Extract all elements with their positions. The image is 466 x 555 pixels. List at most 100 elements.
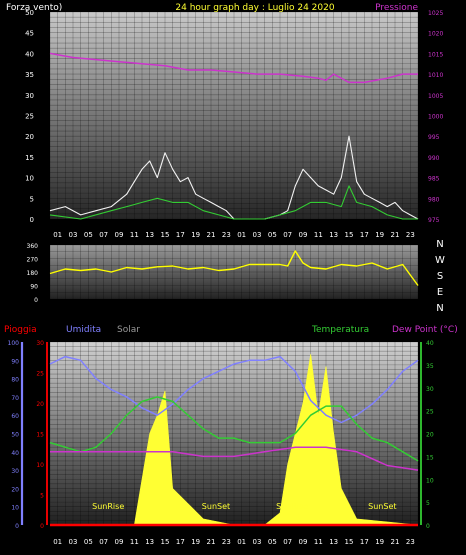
wind-axis-tick: 50 [25,9,34,17]
x-tick-label: 13 [329,231,338,239]
x-tick-label: 13 [145,231,154,239]
pressure-axis-tick: 1015 [428,51,443,58]
x-tick-label: 17 [176,231,185,239]
x-tick-label: 13 [145,538,154,546]
x-tick-label: 03 [69,231,78,239]
series-gust [49,185,418,220]
temperature-axis-tick: 25 [426,409,434,416]
x-tick-label: 15 [345,538,354,546]
direction-axis-tick: 180 [27,270,39,277]
pressure-axis-tick: 1005 [428,93,443,100]
rain-axis-tick: 25 [36,371,44,378]
x-tick-label: 21 [207,538,216,546]
x-tick-label: 03 [253,231,262,239]
x-tick-label: 19 [375,231,384,239]
x-tick-label: 17 [360,231,369,239]
temperature-axis-tick: 35 [426,363,434,370]
x-tick-label: 07 [99,538,108,546]
x-tick-label: 03 [69,538,78,546]
x-tick-label: 17 [176,538,185,546]
humidity-axis-tick: 50 [11,432,19,439]
humidity-axis-tick: 30 [11,468,19,475]
wind-axis-title: Forza vento) [6,3,62,13]
x-tick-label: 19 [191,538,200,546]
compass-label: W [435,255,445,266]
x-tick-label: 05 [268,231,277,239]
pressure-axis-tick: 980 [428,196,440,203]
series-temperatura [49,396,419,462]
x-tick-label: 21 [391,231,400,239]
x-tick-label: 09 [299,231,308,239]
compass-label: N [436,239,443,250]
legend-entry: Pioggia [4,325,37,335]
wind-axis-tick: 25 [25,113,34,121]
sun-annotation: SunSet [202,502,230,511]
wind-axis-tick: 35 [25,71,34,79]
wind-axis-tick: 5 [30,195,34,203]
compass-label: S [437,271,443,282]
wind-axis-tick: 45 [25,30,34,38]
x-tick-label: 11 [314,231,323,239]
rain-axis-tick: 15 [36,432,44,439]
x-tick-label: 17 [360,538,369,546]
x-tick-label: 19 [375,538,384,546]
series-pressione [49,52,418,84]
sun-annotation: SunRise [92,502,124,511]
x-tick-label: 07 [283,538,292,546]
series-solar [50,354,419,526]
rain-axis-tick: 20 [36,401,44,408]
x-tick-label: 01 [237,538,246,546]
humidity-axis-tick: 80 [11,377,19,384]
x-tick-label: 21 [391,538,400,546]
wind-axis-tick: 10 [25,175,34,183]
x-tick-label: 05 [84,538,93,546]
x-tick-label: 19 [191,231,200,239]
temperature-axis-tick: 40 [426,340,434,347]
x-tick-label: 11 [130,538,139,546]
humidity-axis-tick: 10 [11,505,19,512]
pressure-axis-tick: 1020 [428,31,443,38]
rain-axis-tick: 30 [36,340,44,347]
x-tick-label: 23 [222,538,231,546]
x-tick-label: 11 [130,231,139,239]
x-tick-label: 21 [207,231,216,239]
wind-axis-tick: 30 [25,92,34,100]
wind-axis-tick: 20 [25,133,34,141]
x-tick-label: 09 [115,231,124,239]
series-direction [49,250,419,286]
temperature-axis-tick: 10 [426,477,434,484]
humidity-axis-tick: 0 [15,523,19,530]
x-tick-label: 11 [314,538,323,546]
temperature-axis-tick: 0 [426,523,430,530]
rain-axis-tick: 0 [40,523,44,530]
direction-axis-tick: 0 [34,297,38,304]
humidity-axis-tick: 20 [11,486,19,493]
legend-entry: Temperatura [311,325,369,335]
pressure-axis-tick: 990 [428,155,440,162]
pressure-axis-tick: 995 [428,134,440,141]
legend-entry: Dew Point (°C) [392,325,458,335]
pressure-axis-tick: 1025 [428,10,443,17]
humidity-axis-tick: 40 [11,450,19,457]
wind-panel-background [50,12,418,219]
humidity-axis-tick: 60 [11,413,19,420]
x-tick-label: 07 [99,231,108,239]
x-tick-label: 09 [115,538,124,546]
x-tick-label: 01 [237,231,246,239]
rain-axis-tick: 10 [36,462,44,469]
x-tick-label: 13 [329,538,338,546]
x-tick-label: 07 [283,231,292,239]
humidity-axis-tick: 90 [11,358,19,365]
series-umidita [49,355,419,424]
compass-label: E [437,287,443,298]
wind-axis-tick: 15 [25,154,34,162]
temperature-axis-tick: 30 [426,386,434,393]
pressure-axis-tick: 1000 [428,114,443,121]
sun-annotation: SunRise [276,502,308,511]
x-tick-label: 05 [84,231,93,239]
pressure-axis-tick: 1010 [428,72,443,79]
temperature-axis-tick: 15 [426,454,434,461]
x-tick-label: 01 [53,538,62,546]
x-tick-label: 03 [253,538,262,546]
